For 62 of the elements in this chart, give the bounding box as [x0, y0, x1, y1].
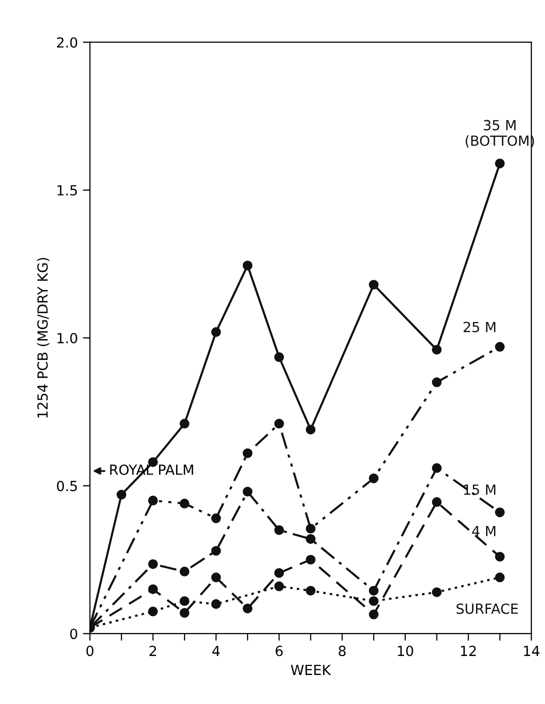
point: [180, 566, 190, 576]
point: [494, 552, 505, 562]
point: [242, 448, 252, 458]
point: [116, 490, 126, 500]
point: [432, 497, 442, 507]
y-tick-label: 1.5: [58, 185, 77, 196]
point: [180, 608, 190, 618]
x-tick-label: 10: [398, 646, 414, 656]
point: [306, 534, 316, 544]
series-label: 25 M: [464, 322, 496, 332]
point: [274, 581, 284, 592]
point: [180, 498, 190, 508]
point: [242, 604, 252, 614]
x-tick-label: 14: [524, 646, 540, 656]
point: [494, 158, 505, 168]
point: [242, 486, 252, 497]
x-tick-label: 2: [150, 646, 156, 656]
point: [432, 344, 442, 355]
point: [368, 474, 379, 484]
y-tick-label: 0: [70, 628, 78, 640]
point: [274, 568, 284, 578]
point: [274, 352, 284, 362]
point: [211, 599, 221, 609]
x-tick-label: 8: [338, 646, 346, 656]
point: [211, 572, 221, 582]
point: [432, 463, 442, 473]
point: [180, 418, 190, 429]
x-tick-label: 0: [86, 646, 94, 656]
y-axis-title: 1254 PCB (MG/DRY KG): [37, 258, 50, 418]
y-tick-label: 2.0: [57, 37, 78, 48]
point: [306, 554, 316, 565]
y-tick-label: 0.5: [56, 480, 77, 492]
point: [432, 377, 442, 388]
point: [494, 508, 505, 518]
point: [242, 260, 252, 270]
point: [306, 524, 316, 534]
x-tick-label: 4: [212, 646, 220, 656]
point: [494, 572, 505, 582]
point: [368, 596, 379, 606]
series-label: SURFACE: [456, 603, 518, 614]
x-axis-title: WEEK: [290, 664, 332, 675]
point: [211, 513, 221, 524]
point: [306, 424, 316, 434]
point: [274, 525, 284, 535]
point: [211, 327, 221, 337]
point: [368, 280, 379, 290]
point: [180, 596, 190, 606]
point: [274, 418, 284, 429]
point: [494, 342, 505, 352]
point: [148, 584, 158, 594]
point: [148, 496, 158, 506]
point: [306, 586, 316, 596]
point: [368, 586, 379, 596]
x-tick-label: 12: [461, 646, 476, 656]
point: [211, 546, 221, 556]
point: [368, 610, 379, 620]
point: [148, 559, 158, 569]
series-label: 4 M: [472, 526, 496, 536]
point: [148, 606, 158, 616]
point: [432, 587, 442, 598]
y-tick-label: 1.0: [58, 332, 78, 344]
x-tick-label: 6: [276, 646, 283, 656]
